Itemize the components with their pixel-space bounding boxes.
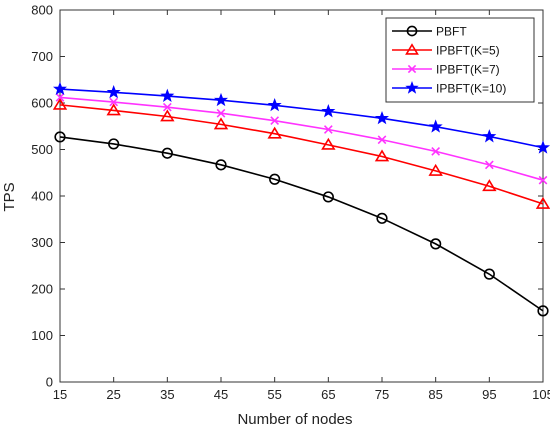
data-point-star — [535, 140, 550, 154]
series-ipbft-k-7 — [55, 93, 548, 185]
data-point-triangle — [267, 126, 282, 139]
data-point-x — [216, 108, 226, 118]
data-point-star — [106, 84, 121, 99]
legend-marker-x — [407, 64, 417, 74]
data-point-triangle — [482, 179, 497, 192]
data-point-circle — [483, 268, 495, 280]
legend-label: PBFT — [436, 25, 467, 39]
legend-item: IPBFT(K=5) — [392, 43, 500, 58]
y-tick-label: 200 — [31, 282, 53, 297]
legend-marker-circle — [406, 25, 418, 37]
legend-item: IPBFT(K=7) — [392, 63, 500, 77]
legend-item: PBFT — [392, 25, 467, 39]
x-tick-label: 45 — [214, 387, 228, 402]
data-point-circle — [537, 305, 549, 317]
data-point-star — [213, 92, 229, 107]
data-point-circle — [54, 131, 66, 143]
legend-item: IPBFT(K=10) — [392, 80, 506, 96]
series-line — [59, 136, 544, 312]
y-tick-label: 300 — [31, 235, 53, 250]
x-tick-label: 85 — [428, 387, 442, 402]
x-tick-label: 95 — [482, 387, 496, 402]
y-tick-label: 100 — [31, 328, 53, 343]
data-point-star — [374, 110, 390, 125]
legend-label: IPBFT(K=10) — [436, 82, 506, 96]
data-point-circle — [108, 138, 120, 150]
legend-marker-triangle — [405, 43, 419, 55]
data-point-circle — [161, 147, 173, 159]
data-point-x — [162, 102, 172, 112]
data-point-star — [482, 129, 497, 143]
data-point-star — [321, 103, 336, 118]
data-point-star — [52, 81, 68, 96]
data-point-triangle — [374, 149, 390, 162]
data-point-triangle — [160, 109, 175, 122]
data-point-x — [377, 135, 387, 145]
y-tick-label: 500 — [31, 142, 53, 157]
data-point-x — [431, 146, 441, 156]
legend-label: IPBFT(K=7) — [436, 63, 500, 77]
data-point-triangle — [213, 117, 229, 130]
data-point-circle — [376, 212, 388, 224]
x-tick-label: 35 — [160, 387, 174, 402]
x-tick-label: 15 — [53, 387, 67, 402]
data-point-x — [55, 93, 65, 102]
x-tick-label: 75 — [375, 387, 389, 402]
y-tick-label: 700 — [31, 49, 53, 64]
x-tick-label: 55 — [267, 387, 281, 402]
series-line — [59, 104, 544, 205]
data-point-triangle — [52, 97, 68, 110]
data-point-circle — [215, 159, 227, 171]
data-point-x — [270, 116, 280, 126]
data-point-circle — [430, 238, 442, 250]
y-tick-label: 0 — [46, 375, 53, 390]
series-ipbft-k-5 — [52, 97, 550, 209]
data-point-x — [323, 125, 333, 134]
legend-label: IPBFT(K=5) — [436, 44, 500, 58]
legend-marker-star — [405, 80, 419, 94]
x-axis-label: Number of nodes — [237, 411, 352, 428]
x-tick-label: 65 — [321, 387, 335, 402]
y-tick-label: 600 — [31, 96, 53, 111]
x-tick-label: 105 — [532, 387, 550, 402]
data-point-x — [109, 97, 119, 107]
y-axis-label: TPS — [1, 182, 18, 211]
data-point-circle — [269, 173, 281, 185]
data-point-triangle — [535, 196, 550, 209]
y-tick-label: 800 — [31, 3, 53, 18]
series-pbft — [54, 131, 549, 317]
series-line — [59, 88, 544, 149]
data-point-triangle — [106, 103, 121, 116]
data-point-star — [160, 88, 175, 102]
x-tick-label: 25 — [106, 387, 120, 402]
series-line — [59, 96, 544, 181]
data-point-x — [484, 160, 494, 170]
data-point-triangle — [428, 163, 443, 176]
data-point-star — [267, 97, 282, 112]
data-point-triangle — [321, 137, 336, 150]
series-ipbft-k-10 — [52, 81, 550, 154]
data-point-circle — [322, 191, 334, 203]
data-point-star — [428, 119, 443, 133]
y-tick-label: 400 — [31, 189, 53, 204]
data-point-x — [538, 175, 548, 185]
